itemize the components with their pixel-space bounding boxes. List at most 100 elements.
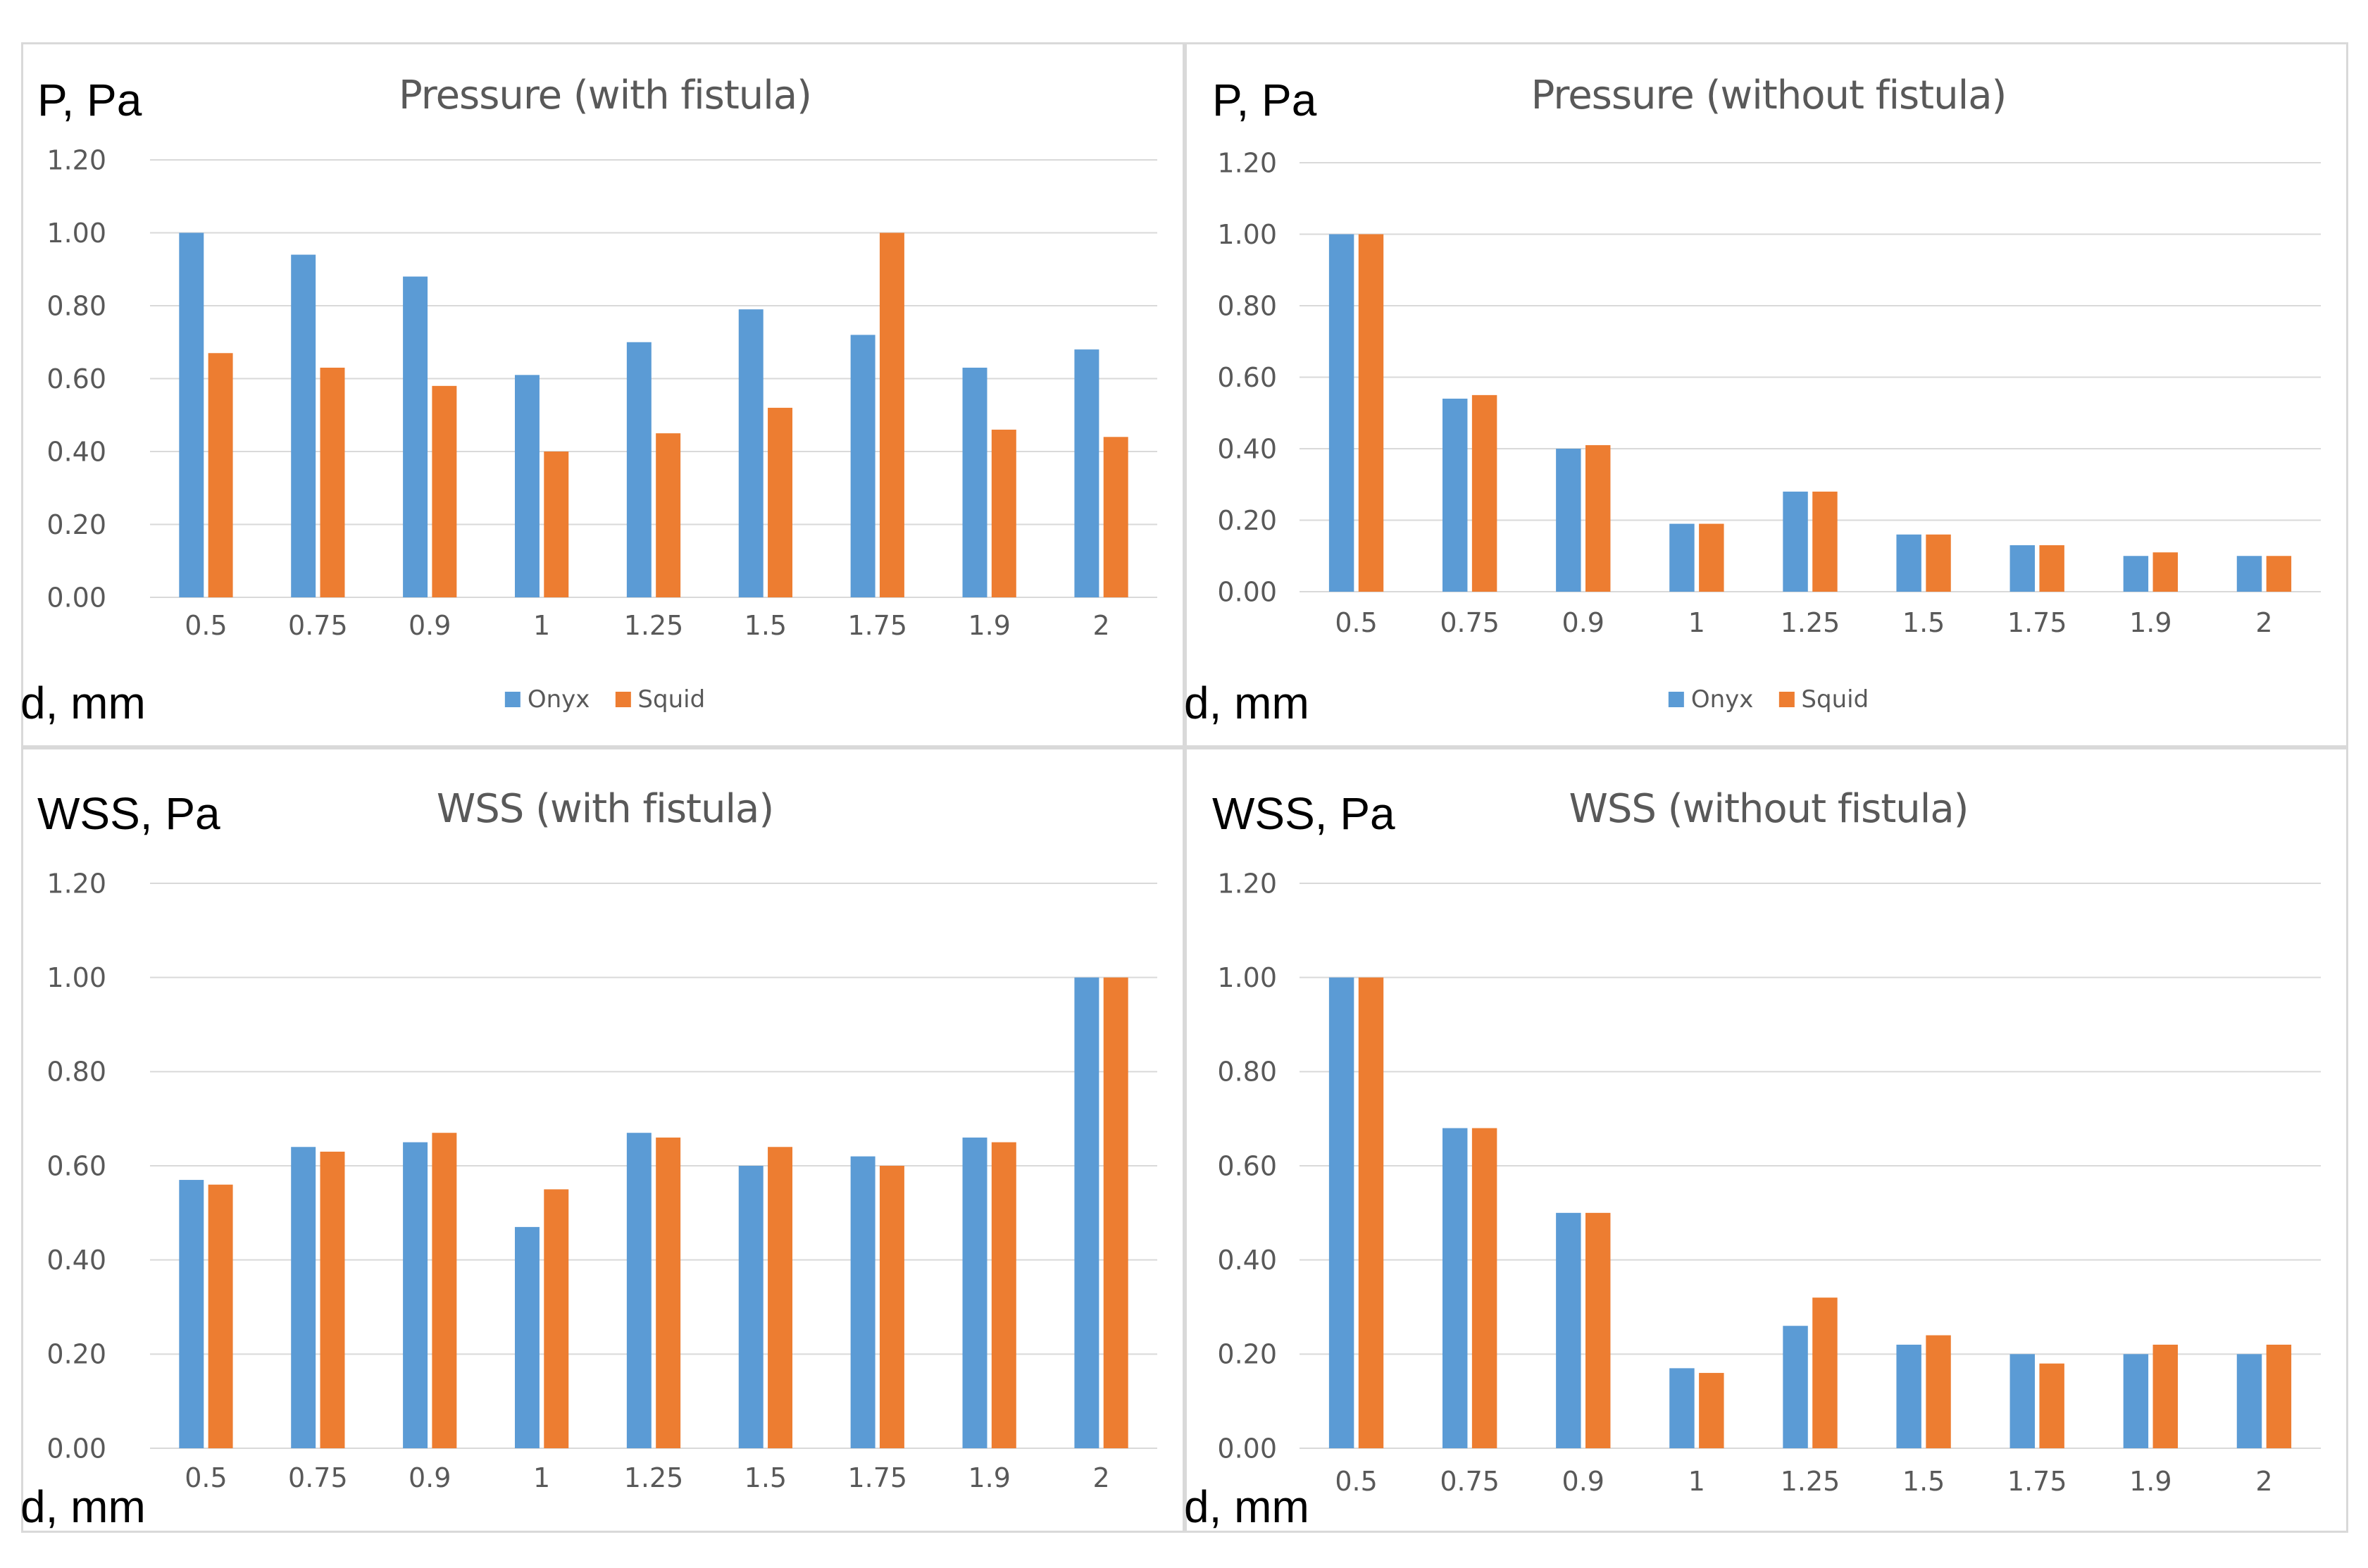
bar-squid (432, 1133, 457, 1448)
bar-squid (991, 1142, 1016, 1448)
bar-squid (1585, 444, 1611, 592)
x-tick-label: 0.75 (288, 1462, 348, 1493)
bar-squid (320, 1151, 345, 1448)
y-tick-label: 0.40 (1217, 433, 1277, 464)
legend-item-squid: Squid (1778, 685, 1869, 714)
bar-onyx (1328, 977, 1354, 1448)
bar-onyx (1896, 534, 1921, 592)
chart-legend: Onyx Squid (504, 685, 706, 714)
legend-label-onyx: Onyx (1690, 685, 1754, 714)
x-tick-label: 1.5 (1902, 607, 1945, 638)
bar-onyx (179, 1180, 204, 1448)
legend-label-squid: Squid (637, 685, 706, 714)
bar-onyx (738, 1166, 764, 1448)
bar-onyx (1669, 1368, 1695, 1448)
x-tick-label: 1.75 (2007, 1466, 2067, 1497)
y-axis-unit-label: P, Pa (37, 75, 142, 125)
y-tick-label: 0.40 (46, 1245, 106, 1276)
bar-squid (208, 353, 233, 597)
bar-onyx (1074, 977, 1099, 1448)
chart-panel-pressure-with-fistula: 0.00 0.20 0.40 0.60 0.80 1.00 1.20 0.5 0.75 0.9 1 1… (20, 42, 1185, 747)
y-tick-label: 0.80 (1217, 1057, 1277, 1088)
bar-chart-wss-without-fistula: 0.00 0.20 0.40 0.60 0.80 1.00 1.20 0.5 0.75 0.9 1 1… (1217, 868, 2321, 1497)
bar-squid (1812, 1298, 1838, 1448)
y-tick-label: 1.20 (46, 144, 106, 175)
y-tick-label: 0.40 (46, 436, 106, 467)
bar-onyx (403, 1142, 428, 1448)
x-tick-label: 1.75 (847, 1462, 907, 1493)
squid-swatch (615, 692, 631, 707)
x-tick-label: 0.9 (409, 610, 451, 641)
bar-squid (2266, 1344, 2292, 1448)
bar-onyx (2123, 1354, 2149, 1448)
x-tick-label: 1 (1688, 607, 1705, 638)
y-tick-label: 1.00 (1217, 219, 1277, 250)
bar-squid (879, 1166, 904, 1448)
bar-onyx (1896, 1344, 1921, 1448)
x-tick-label: 0.5 (1335, 1466, 1377, 1497)
bar-squid (879, 232, 904, 597)
y-tick-label: 0.60 (1217, 1150, 1277, 1181)
bar-onyx (291, 1147, 316, 1448)
x-tick-label: 0.5 (185, 1462, 227, 1493)
x-tick-label: 1.5 (1902, 1466, 1945, 1497)
x-tick-label: 1.9 (2129, 1466, 2171, 1497)
bar-squid (2152, 552, 2178, 592)
bar-squid (1699, 523, 1724, 592)
bar-onyx (1328, 234, 1354, 592)
chart-legend: Onyx Squid (1668, 685, 1869, 714)
bar-onyx (514, 375, 540, 597)
y-tick-label: 0.00 (1217, 576, 1277, 607)
bar-onyx (2236, 556, 2262, 592)
x-tick-label: 0.75 (1440, 607, 1500, 638)
bar-onyx (1442, 1128, 1468, 1448)
bar-onyx (962, 1137, 987, 1448)
bar-squid (320, 367, 345, 597)
bar-squid (1103, 977, 1128, 1448)
x-tick-label: 2 (1092, 610, 1109, 641)
x-tick-label: 1.9 (968, 1462, 1010, 1493)
x-tick-label: 1.25 (624, 1462, 684, 1493)
bar-squid (656, 1137, 681, 1448)
bar-squid (768, 1147, 793, 1448)
y-tick-label: 1.00 (46, 962, 106, 993)
y-tick-label: 0.20 (46, 1339, 106, 1370)
bar-squid (1812, 491, 1838, 592)
x-tick-label: 0.9 (409, 1462, 451, 1493)
bar-squid (1699, 1373, 1724, 1448)
bar-squid (1358, 977, 1384, 1448)
legend-label-squid: Squid (1801, 685, 1869, 714)
bar-squid (1585, 1212, 1611, 1448)
bar-squid (1471, 1128, 1497, 1448)
bar-onyx (291, 254, 316, 597)
bar-onyx (1783, 491, 1808, 592)
bar-onyx (626, 1133, 652, 1448)
y-tick-label: 0.60 (1217, 362, 1277, 393)
bar-onyx (2236, 1354, 2262, 1448)
y-tick-label: 0.00 (46, 1433, 106, 1464)
bar-squid (2266, 556, 2292, 592)
y-axis-unit-label: WSS, Pa (1212, 788, 1395, 839)
y-tick-label: 1.00 (46, 218, 106, 249)
bar-squid (544, 452, 569, 597)
bar-squid (1358, 234, 1384, 592)
chart-panel-wss-without-fistula: 0.00 0.20 0.40 0.60 0.80 1.00 1.20 0.5 0.75 0.9 1 1… (1184, 747, 2348, 1533)
y-tick-label: 0.80 (46, 1057, 106, 1088)
chart-title: Pressure (with fistula) (399, 73, 812, 118)
y-tick-label: 0.20 (1217, 505, 1277, 536)
x-tick-label: 1.75 (847, 610, 907, 641)
x-tick-label: 1.9 (968, 610, 1010, 641)
onyx-swatch (504, 692, 521, 707)
bar-onyx (738, 309, 764, 597)
x-tick-label: 0.9 (1562, 1466, 1604, 1497)
bar-squid (2039, 1363, 2064, 1448)
x-tick-label: 1.25 (1781, 1466, 1840, 1497)
legend-item-onyx: Onyx (504, 685, 590, 714)
bar-squid (432, 385, 457, 597)
bar-chart-pressure-without-fistula: 0.00 0.20 0.40 0.60 0.80 1.00 1.20 0.5 0.75 0.9 1 1… (1217, 147, 2321, 638)
bar-squid (544, 1189, 569, 1448)
y-tick-label: 0.60 (46, 363, 106, 394)
y-tick-label: 1.20 (46, 868, 106, 899)
x-tick-label: 1 (533, 1462, 550, 1493)
x-tick-label: 1.75 (2007, 607, 2067, 638)
